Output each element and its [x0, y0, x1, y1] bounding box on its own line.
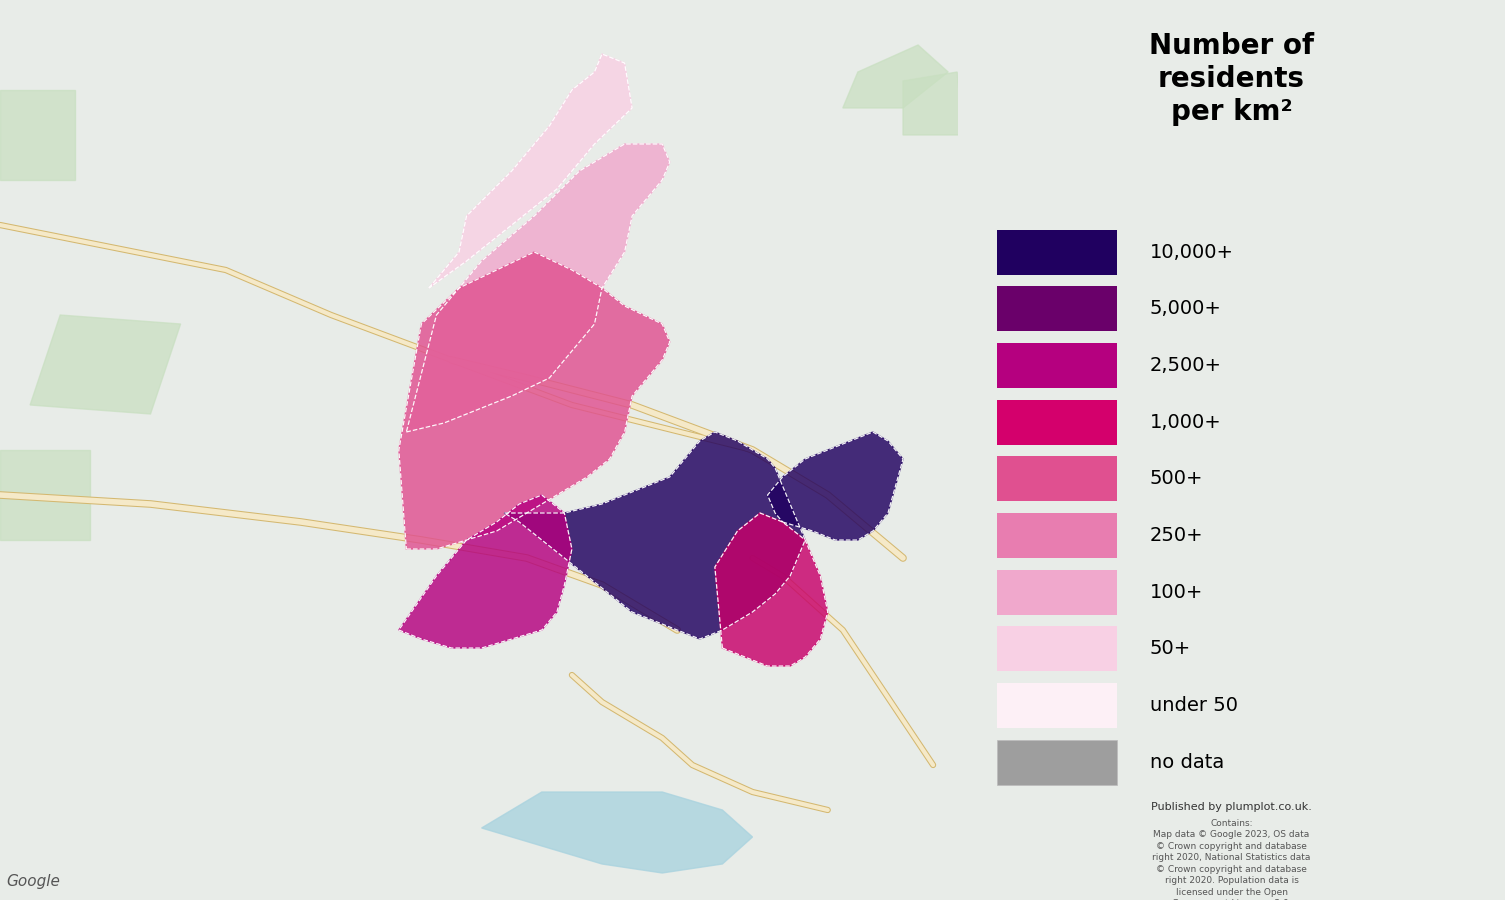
Text: 250+: 250+ — [1150, 526, 1202, 545]
Text: 50+: 50+ — [1150, 639, 1190, 659]
FancyBboxPatch shape — [996, 570, 1117, 615]
Text: Contains:
Map data © Google 2023, OS data
© Crown copyright and database
right 2: Contains: Map data © Google 2023, OS dat… — [1153, 819, 1311, 900]
Polygon shape — [399, 495, 572, 648]
Text: 100+: 100+ — [1150, 582, 1202, 602]
Text: 10,000+: 10,000+ — [1150, 242, 1234, 262]
Text: 5,000+: 5,000+ — [1150, 299, 1222, 319]
Text: under 50: under 50 — [1150, 696, 1237, 716]
Polygon shape — [715, 513, 828, 666]
Text: 2,500+: 2,500+ — [1150, 356, 1222, 375]
FancyBboxPatch shape — [996, 456, 1117, 501]
FancyBboxPatch shape — [996, 400, 1117, 445]
Text: Number of
residents
per km²: Number of residents per km² — [1148, 32, 1314, 127]
Polygon shape — [843, 45, 948, 108]
Polygon shape — [30, 315, 181, 414]
Polygon shape — [768, 432, 903, 540]
Text: Google: Google — [6, 874, 60, 889]
Polygon shape — [399, 252, 670, 549]
FancyBboxPatch shape — [996, 740, 1117, 785]
FancyBboxPatch shape — [996, 286, 1117, 331]
FancyBboxPatch shape — [996, 230, 1117, 274]
Polygon shape — [903, 72, 963, 135]
Text: no data: no data — [1150, 752, 1224, 772]
Polygon shape — [0, 90, 75, 180]
Polygon shape — [0, 450, 90, 540]
FancyBboxPatch shape — [996, 343, 1117, 388]
Text: Published by plumplot.co.uk.: Published by plumplot.co.uk. — [1151, 802, 1312, 812]
Polygon shape — [482, 792, 752, 873]
Polygon shape — [406, 144, 670, 432]
Text: 500+: 500+ — [1150, 469, 1202, 489]
FancyBboxPatch shape — [996, 513, 1117, 558]
Text: 1,000+: 1,000+ — [1150, 412, 1222, 432]
Polygon shape — [504, 432, 805, 639]
FancyBboxPatch shape — [996, 683, 1117, 728]
Polygon shape — [429, 54, 632, 288]
FancyBboxPatch shape — [996, 626, 1117, 671]
